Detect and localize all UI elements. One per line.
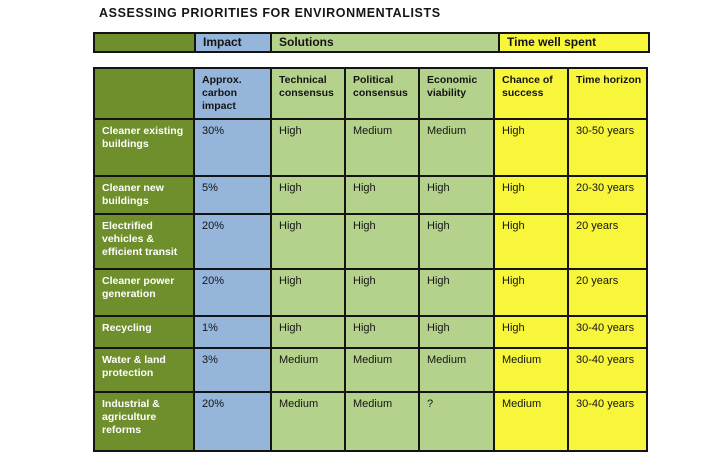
chance-of-success-cell: High (493, 213, 569, 270)
col-header-carbon-impact: Approx. carbon impact (193, 67, 272, 120)
col-header-chance-of-success: Chance of success (493, 67, 569, 120)
carbon-impact-cell: 3% (193, 347, 272, 393)
row-header-cell: Cleaner existing buildings (93, 118, 195, 177)
political-consensus-cell: High (344, 175, 420, 215)
economic-viability-cell: High (418, 315, 495, 349)
technical-consensus-cell: High (270, 213, 346, 270)
political-consensus-cell: Medium (344, 391, 420, 452)
table-row-cleaner-existing-buildings: Cleaner existing buildings 30% High Medi… (93, 118, 648, 177)
carbon-impact-cell: 30% (193, 118, 272, 177)
category-header-band: Impact Solutions Time well spent (93, 32, 650, 53)
table-row-cleaner-new-buildings: Cleaner new buildings 5% High High High … (93, 175, 648, 215)
time-horizon-cell: 30-40 years (567, 347, 648, 393)
political-consensus-cell: High (344, 268, 420, 317)
table-row-water-land-protection: Water & land protection 3% Medium Medium… (93, 347, 648, 393)
economic-viability-cell: High (418, 175, 495, 215)
row-header-cell: Water & land protection (93, 347, 195, 393)
economic-viability-cell: High (418, 213, 495, 270)
row-header-cell: Cleaner new buildings (93, 175, 195, 215)
carbon-impact-cell: 20% (193, 268, 272, 317)
time-horizon-cell: 20 years (567, 213, 648, 270)
col-header-time-horizon: Time horizon (567, 67, 648, 120)
economic-viability-cell: Medium (418, 347, 495, 393)
technical-consensus-cell: Medium (270, 347, 346, 393)
priorities-table: Approx. carbon impact Technical consensu… (93, 67, 648, 452)
band-impact-header: Impact (194, 32, 272, 53)
table-row-cleaner-power-generation: Cleaner power generation 20% High High H… (93, 268, 648, 317)
chance-of-success-cell: High (493, 175, 569, 215)
political-consensus-cell: Medium (344, 118, 420, 177)
table-row-electrified-vehicles: Electrified vehicles & efficient transit… (93, 213, 648, 270)
technical-consensus-cell: Medium (270, 391, 346, 452)
chance-of-success-cell: Medium (493, 347, 569, 393)
time-horizon-cell: 20 years (567, 268, 648, 317)
column-header-row: Approx. carbon impact Technical consensu… (93, 67, 648, 120)
col-header-economic-viability: Economic viability (418, 67, 495, 120)
political-consensus-cell: High (344, 213, 420, 270)
chance-of-success-cell: High (493, 315, 569, 349)
economic-viability-cell: Medium (418, 118, 495, 177)
chance-of-success-cell: High (493, 268, 569, 317)
corner-blank-cell (93, 67, 195, 120)
row-header-cell: Cleaner power generation (93, 268, 195, 317)
carbon-impact-cell: 20% (193, 213, 272, 270)
infographic-canvas: ASSESSING PRIORITIES FOR ENVIRONMENTALIS… (93, 6, 650, 452)
table-row-recycling: Recycling 1% High High High High 30-40 y… (93, 315, 648, 349)
row-header-cell: Recycling (93, 315, 195, 349)
political-consensus-cell: Medium (344, 347, 420, 393)
col-header-political-consensus: Political consensus (344, 67, 420, 120)
time-horizon-cell: 30-50 years (567, 118, 648, 177)
band-solutions-header: Solutions (270, 32, 500, 53)
page-title: ASSESSING PRIORITIES FOR ENVIRONMENTALIS… (99, 6, 441, 20)
technical-consensus-cell: High (270, 175, 346, 215)
economic-viability-cell: ? (418, 391, 495, 452)
table-row-industrial-agriculture-reforms: Industrial & agriculture reforms 20% Med… (93, 391, 648, 452)
technical-consensus-cell: High (270, 315, 346, 349)
technical-consensus-cell: High (270, 268, 346, 317)
technical-consensus-cell: High (270, 118, 346, 177)
category-header-row: Impact Solutions Time well spent (93, 32, 650, 53)
economic-viability-cell: High (418, 268, 495, 317)
chance-of-success-cell: High (493, 118, 569, 177)
carbon-impact-cell: 1% (193, 315, 272, 349)
band-blank-cell (93, 32, 196, 53)
chance-of-success-cell: Medium (493, 391, 569, 452)
political-consensus-cell: High (344, 315, 420, 349)
row-header-cell: Industrial & agriculture reforms (93, 391, 195, 452)
carbon-impact-cell: 5% (193, 175, 272, 215)
time-horizon-cell: 20-30 years (567, 175, 648, 215)
carbon-impact-cell: 20% (193, 391, 272, 452)
col-header-technical-consensus: Technical consensus (270, 67, 346, 120)
band-time-well-spent-header: Time well spent (498, 32, 650, 53)
row-header-cell: Electrified vehicles & efficient transit (93, 213, 195, 270)
time-horizon-cell: 30-40 years (567, 391, 648, 452)
time-horizon-cell: 30-40 years (567, 315, 648, 349)
